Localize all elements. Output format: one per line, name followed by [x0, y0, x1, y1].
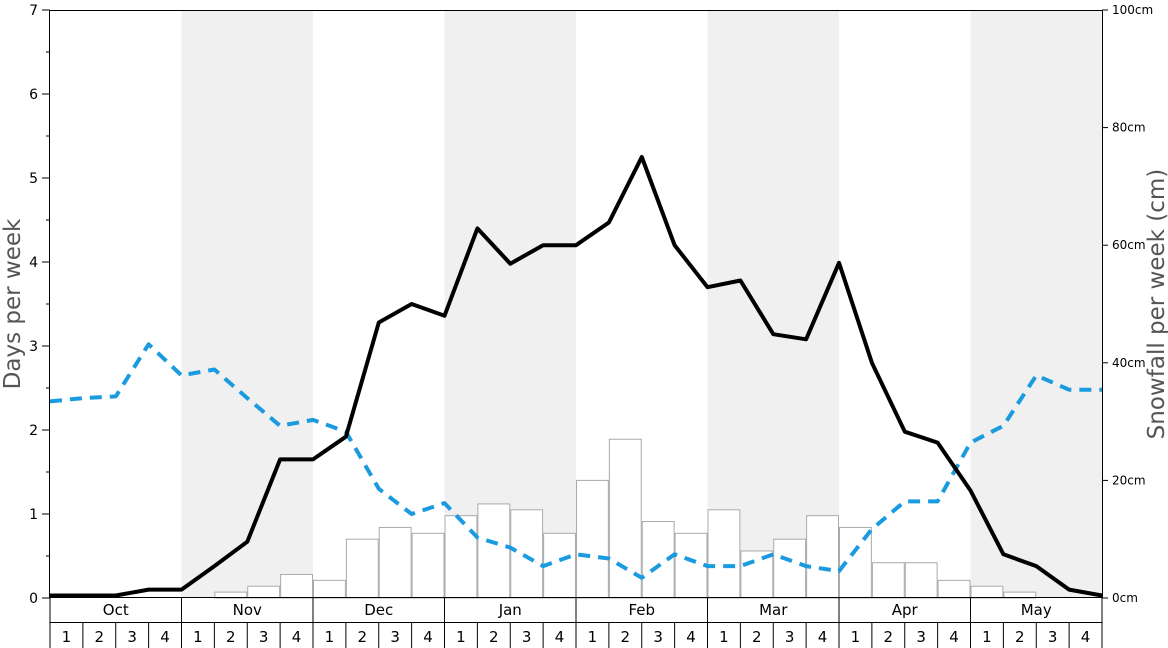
right-tick-label: 40cm — [1112, 356, 1146, 370]
week-label: 1 — [851, 628, 861, 646]
week-label: 4 — [949, 628, 959, 646]
right-tick-label: 0cm — [1112, 591, 1138, 605]
week-label: 4 — [1081, 628, 1091, 646]
snowfall-bar — [871, 562, 905, 599]
month-label: Feb — [628, 601, 655, 619]
week-label: 2 — [621, 628, 631, 646]
week-label: 2 — [95, 628, 105, 646]
week-label: 4 — [686, 628, 696, 646]
week-label: 4 — [423, 628, 433, 646]
week-label: 4 — [160, 628, 170, 646]
week-label: 3 — [653, 628, 663, 646]
month-label: Mar — [759, 601, 788, 619]
week-label: 2 — [489, 628, 499, 646]
week-label: 2 — [752, 628, 762, 646]
snowfall-bar — [937, 579, 971, 599]
snowfall-bar — [674, 532, 708, 599]
snowfall-bars — [214, 438, 1037, 599]
snowfall-bar — [904, 562, 938, 599]
week-label: 3 — [127, 628, 137, 646]
week-label: 3 — [259, 628, 269, 646]
week-label: 2 — [884, 628, 894, 646]
snowfall-bar — [444, 515, 478, 599]
shade-nov — [181, 10, 313, 598]
month-label: Nov — [233, 601, 262, 619]
dashed-series-line — [49, 342, 1102, 580]
week-label: 4 — [555, 628, 565, 646]
left-tick-label: 4 — [29, 255, 38, 271]
snowfall-bar — [510, 509, 544, 599]
snowfall-bar — [707, 509, 741, 599]
shade-may — [970, 10, 1102, 598]
week-label: 2 — [226, 628, 236, 646]
week-label: 4 — [292, 628, 302, 646]
solid-series — [50, 155, 1103, 598]
left-tick-label: 1 — [29, 507, 38, 523]
right-axis: 0cm 20cm 40cm 60cm 80cm 100cm — [1102, 3, 1153, 605]
left-axis-title: Days per week — [0, 218, 26, 389]
snowfall-bar — [411, 532, 445, 599]
snowfall-bar — [378, 526, 412, 599]
left-tick-label: 2 — [29, 423, 38, 439]
week-label: 3 — [916, 628, 926, 646]
snowfall-bar — [576, 479, 609, 599]
right-tick-label: 80cm — [1112, 121, 1146, 135]
snowfall-bar — [970, 585, 1004, 599]
week-label: 3 — [390, 628, 400, 646]
left-tick-label: 3 — [29, 339, 38, 355]
snowfall-bar — [543, 532, 576, 599]
month-label: Apr — [892, 601, 919, 619]
week-label: 1 — [62, 628, 72, 646]
week-label: 1 — [456, 628, 466, 646]
snowfall-bar — [313, 579, 346, 599]
left-tick-label: 0 — [29, 591, 38, 607]
left-axis: 0 1 2 3 4 5 6 7 — [29, 3, 50, 607]
week-label: 2 — [1015, 628, 1025, 646]
left-tick-label: 7 — [29, 3, 38, 19]
week-label: 3 — [785, 628, 795, 646]
month-label: Jan — [498, 601, 522, 619]
month-label: Dec — [364, 601, 393, 619]
week-label: 3 — [522, 628, 532, 646]
week-label: 1 — [193, 628, 203, 646]
week-label: 1 — [719, 628, 729, 646]
snowfall-bar — [806, 515, 839, 599]
week-label: 1 — [982, 628, 992, 646]
snowfall-bar — [477, 503, 511, 599]
month-label: May — [1021, 601, 1052, 619]
left-tick-label: 6 — [29, 87, 38, 103]
month-label: Oct — [103, 601, 129, 619]
snowfall-bar — [345, 538, 379, 599]
week-label: 2 — [358, 628, 368, 646]
shade-mar — [707, 10, 839, 598]
right-tick-label: 20cm — [1112, 473, 1146, 487]
right-tick-label: 60cm — [1112, 238, 1146, 252]
snowfall-bar — [608, 438, 642, 599]
solid-series-line — [50, 155, 1103, 598]
right-tick-label: 100cm — [1112, 3, 1153, 17]
shade-jan — [444, 10, 576, 598]
month-shading — [181, 10, 1102, 598]
dashed-series — [49, 342, 1102, 580]
week-label: 3 — [1048, 628, 1058, 646]
left-tick-label: 5 — [29, 171, 38, 187]
week-label: 4 — [818, 628, 828, 646]
snowfall-bar — [247, 585, 281, 599]
snowfall-bar — [280, 573, 313, 599]
week-row: 1 2 3 4 1 2 3 4 1 2 3 4 1 2 3 4 1 2 3 4 1 2 3 4 1 2 3 4 1 2 3 4 — [62, 623, 1091, 648]
week-label: 1 — [325, 628, 335, 646]
month-row: Oct Nov Dec Jan Feb Mar Apr May — [49, 598, 1103, 648]
snowfall-bar — [773, 538, 807, 599]
week-label: 1 — [588, 628, 598, 646]
right-axis-title: Snowfall per week (cm) — [1144, 169, 1168, 440]
snowfall-bar — [740, 550, 774, 599]
